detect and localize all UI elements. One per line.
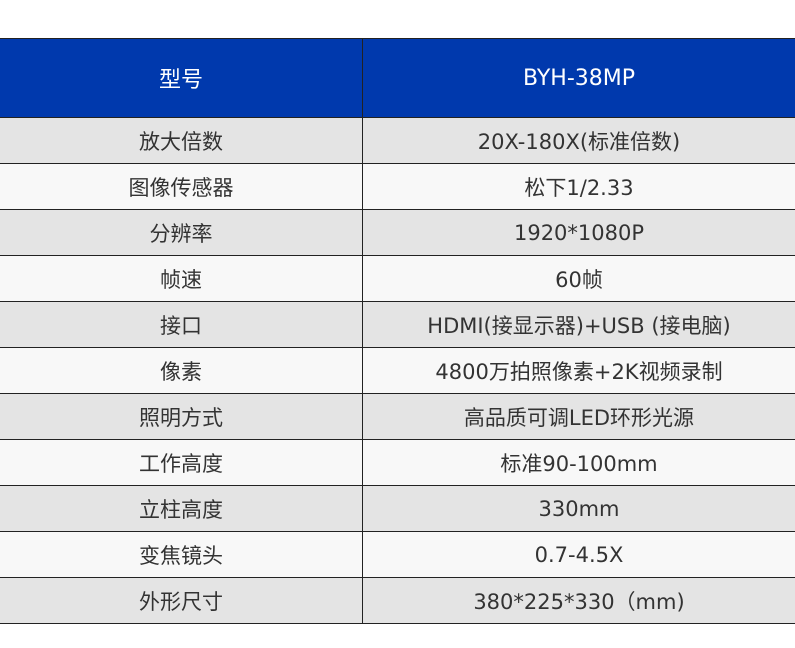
spec-value: 高品质可调LED环形光源 <box>362 393 795 440</box>
spec-label: 图像传感器 <box>0 163 363 210</box>
spec-value: 1920*1080P <box>362 209 795 256</box>
table-row: 照明方式 高品质可调LED环形光源 <box>0 393 795 440</box>
spec-label: 变焦镜头 <box>0 531 363 578</box>
spec-label: 工作高度 <box>0 439 363 486</box>
table-row: 图像传感器 松下1/2.33 <box>0 163 795 210</box>
spec-value: 0.7-4.5X <box>362 531 795 578</box>
spec-label: 立柱高度 <box>0 485 363 532</box>
spec-value: 20X-180X(标准倍数) <box>362 117 795 164</box>
spec-value: 60帧 <box>362 255 795 302</box>
table-row: 接口 HDMI(接显示器)+USB (接电脑) <box>0 301 795 348</box>
spec-label: 照明方式 <box>0 393 363 440</box>
header-value: BYH-38MP <box>362 38 795 118</box>
table-row: 变焦镜头 0.7-4.5X <box>0 531 795 578</box>
table-row: 外形尺寸 380*225*330（mm) <box>0 577 795 624</box>
spec-table: 型号 BYH-38MP 放大倍数 20X-180X(标准倍数) 图像传感器 松下1/2… <box>0 38 795 624</box>
spec-label: 接口 <box>0 301 363 348</box>
spec-value: 4800万拍照像素+2K视频录制 <box>362 347 795 394</box>
table-row: 帧速 60帧 <box>0 255 795 302</box>
table-row: 工作高度 标准90-100mm <box>0 439 795 486</box>
spec-value: 330mm <box>362 485 795 532</box>
spec-label: 外形尺寸 <box>0 577 363 624</box>
spec-value: 标准90-100mm <box>362 439 795 486</box>
table-row: 立柱高度 330mm <box>0 485 795 532</box>
table-row: 分辨率 1920*1080P <box>0 209 795 256</box>
spec-label: 分辨率 <box>0 209 363 256</box>
spec-value: HDMI(接显示器)+USB (接电脑) <box>362 301 795 348</box>
header-label: 型号 <box>0 38 363 118</box>
table-header-row: 型号 BYH-38MP <box>0 38 795 118</box>
table-row: 像素 4800万拍照像素+2K视频录制 <box>0 347 795 394</box>
spec-label: 放大倍数 <box>0 117 363 164</box>
spec-value: 松下1/2.33 <box>362 163 795 210</box>
spec-label: 帧速 <box>0 255 363 302</box>
spec-label: 像素 <box>0 347 363 394</box>
spec-value: 380*225*330（mm) <box>362 577 795 624</box>
table-row: 放大倍数 20X-180X(标准倍数) <box>0 117 795 164</box>
